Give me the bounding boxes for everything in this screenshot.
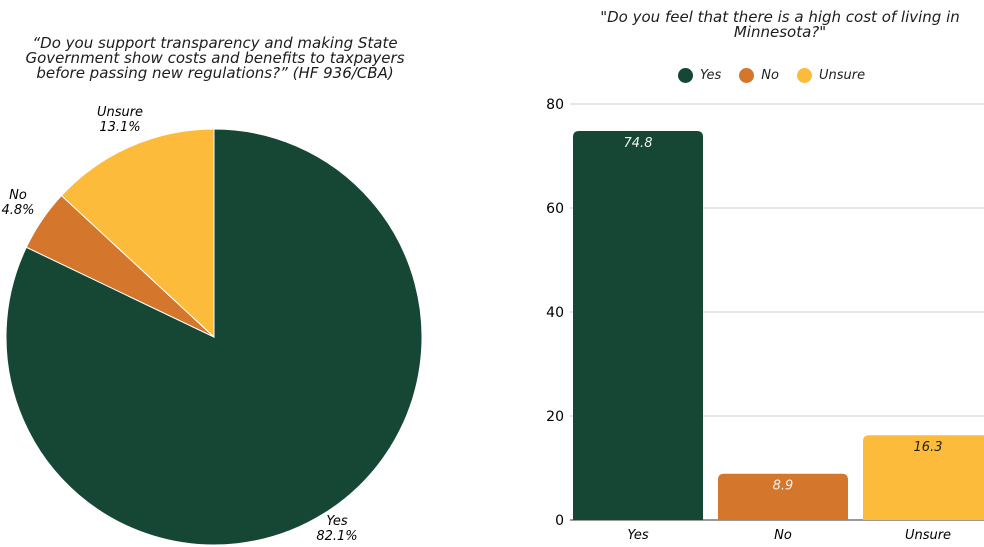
y-tick-label-20: 20 [546, 409, 564, 425]
y-tick-label-0: 0 [555, 513, 564, 529]
bar-yes [573, 131, 703, 521]
bar-chart-title: "Do you feel that there is a high cost o… [580, 10, 980, 40]
legend-swatch-unsure [796, 68, 812, 83]
bar-value-label-yes: 74.8 [624, 136, 653, 151]
pie-title-line-1: “Do you support transparency and making … [32, 34, 398, 52]
x-tick-label-yes: Yes [627, 528, 649, 543]
x-tick-label-unsure: Unsure [905, 528, 951, 543]
bar-no [718, 473, 848, 520]
bar-value-label-no: 8.9 [773, 479, 794, 494]
legend-label-no: No [761, 68, 779, 83]
legend-item-yes: Yes [678, 68, 721, 83]
x-tick-label-no: No [774, 528, 792, 543]
pie-value-no: 4.8% [1, 203, 34, 218]
bar-value-label-unsure: 16.3 [914, 440, 943, 455]
pie-title-line-3: before passing new regulations?” (HF 936… [36, 64, 394, 82]
bar-unsure [863, 435, 984, 520]
pie-label-unsure: Unsure [97, 105, 143, 120]
legend-item-no: No [739, 68, 779, 83]
bar-chart-legend: Yes No Unsure [678, 68, 865, 83]
pie-title-line-2: Government show costs and benefits to ta… [25, 49, 405, 67]
y-tick-label-60: 60 [546, 201, 564, 217]
pie-label-no: No [9, 188, 27, 203]
pie-value-yes: 82.1% [316, 529, 357, 544]
legend-item-unsure: Unsure [796, 68, 866, 83]
pie-label-yes: Yes [326, 514, 348, 529]
y-tick-label-40: 40 [546, 305, 564, 321]
legend-label-unsure: Unsure [818, 68, 866, 83]
legend-swatch-yes [678, 68, 693, 83]
y-tick-label-80: 80 [546, 97, 564, 113]
legend-swatch-no [739, 68, 755, 83]
bar-title-line-1: "Do you feel that there is a high cost o… [600, 8, 960, 26]
bar-title-line-2: Minnesota?" [733, 23, 827, 41]
pie-chart-title: “Do you support transparency and making … [0, 36, 430, 81]
legend-label-yes: Yes [700, 68, 722, 83]
pie-slice-unsure [60, 128, 215, 339]
pie-value-unsure: 13.1% [99, 120, 140, 135]
